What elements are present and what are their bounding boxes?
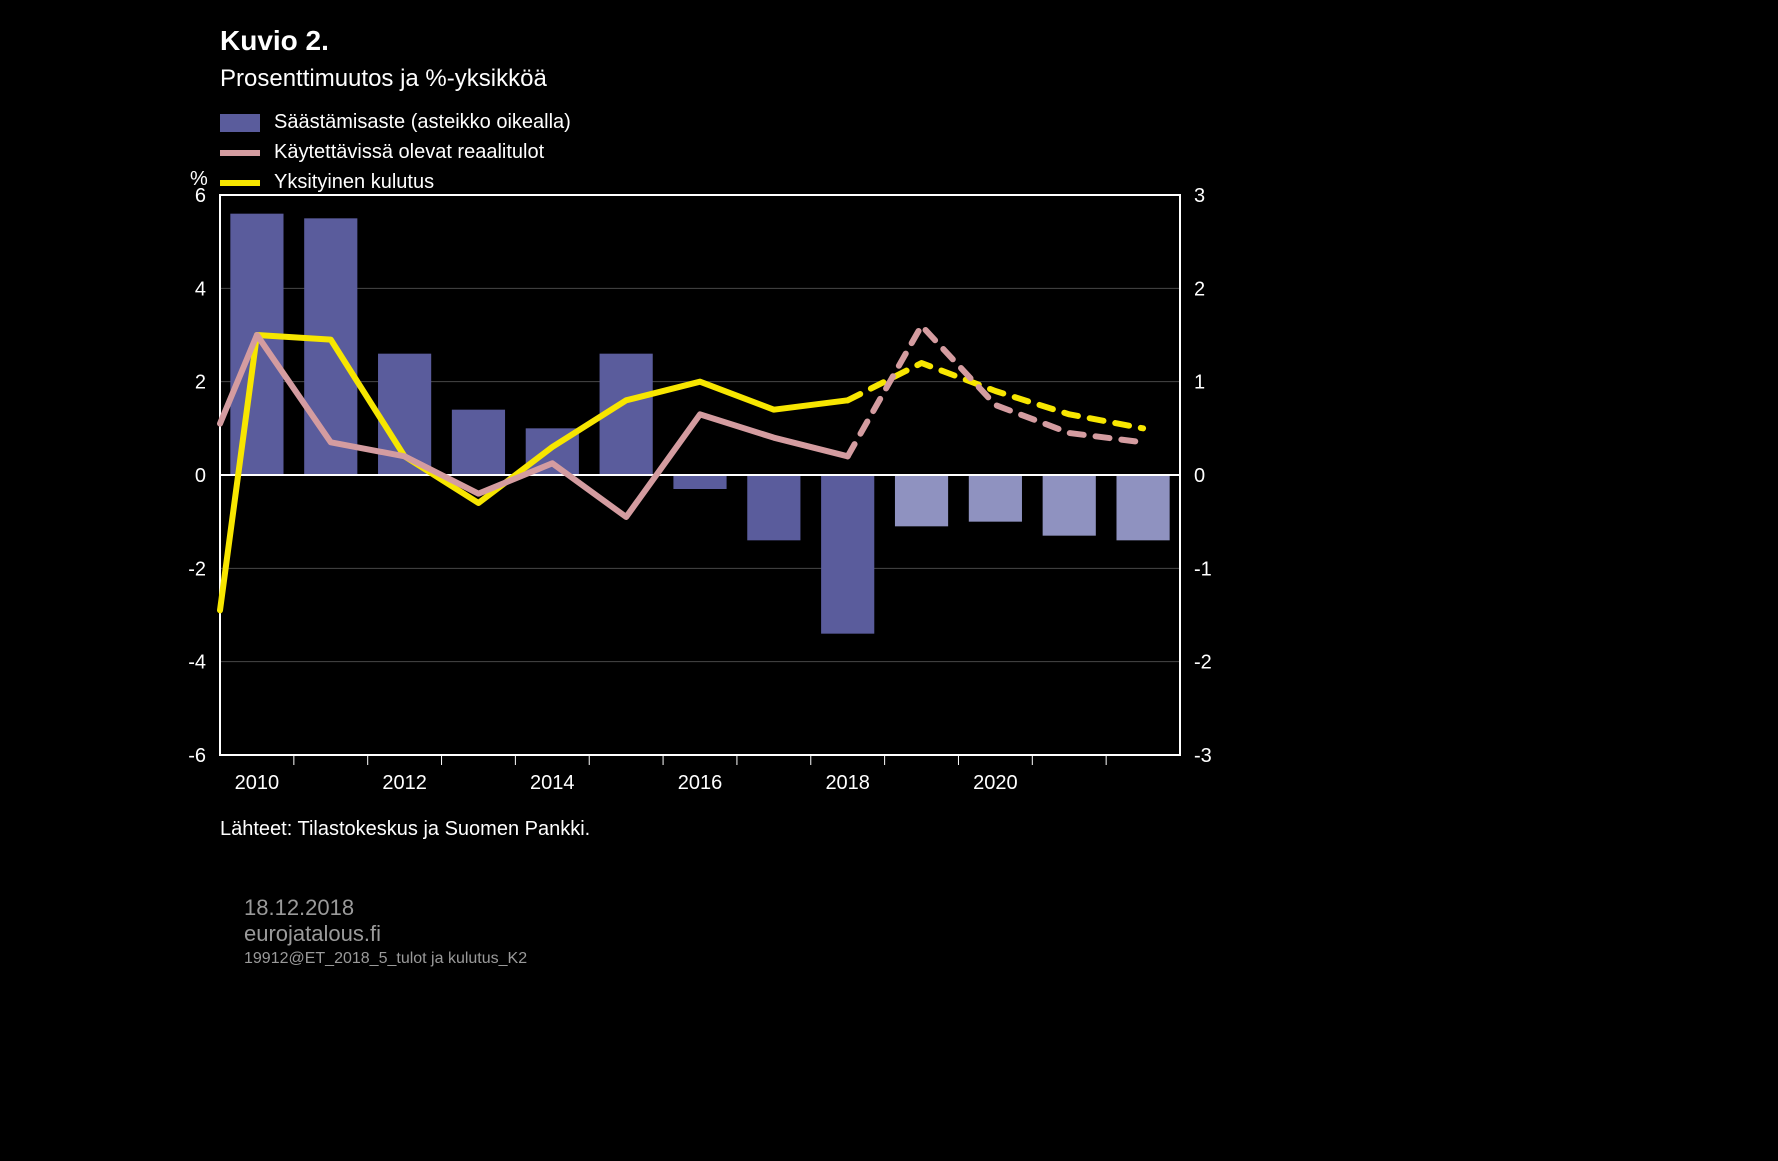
x-tick-label: 2020 — [973, 772, 1018, 794]
chart-source: Lähteet: Tilastokeskus ja Suomen Pankki. — [220, 818, 590, 840]
legend-label: Käytettävissä olevat reaalitulot — [274, 141, 545, 163]
y-left-unit: % — [190, 168, 208, 190]
x-tick-label: 2010 — [235, 772, 280, 794]
bar-forecast — [1116, 475, 1169, 540]
chart-title: Kuvio 2. — [220, 25, 329, 56]
legend-label: Säästämisaste (asteikko oikealla) — [274, 111, 571, 133]
y-tick-left: -4 — [188, 652, 206, 674]
footer-date: 18.12.2018 — [244, 895, 354, 920]
chart-svg: Kuvio 2. Prosenttimuutos ja %-yksikköä Sää… — [0, 0, 1778, 1161]
y-tick-left: 2 — [195, 372, 206, 394]
bar-actual — [747, 475, 800, 540]
bar-actual — [673, 475, 726, 489]
bar-actual — [304, 218, 357, 475]
bar-forecast — [895, 475, 948, 526]
x-tick-label: 2014 — [530, 772, 575, 794]
y-tick-right: -2 — [1194, 652, 1212, 674]
y-tick-right: -1 — [1194, 558, 1212, 580]
footer-code: 19912@ET_2018_5_tulot ja kulutus_K2 — [244, 950, 527, 967]
y-tick-right: 1 — [1194, 372, 1205, 394]
y-tick-left: -6 — [188, 745, 206, 767]
y-tick-right: -3 — [1194, 745, 1212, 767]
footer-site: eurojatalous.fi — [244, 921, 381, 946]
legend: Säästämisaste (asteikko oikealla) Käytett… — [220, 111, 571, 193]
y-tick-right: 2 — [1194, 278, 1205, 300]
legend-swatch-bar — [220, 114, 260, 132]
y-tick-left: 0 — [195, 465, 206, 487]
consumption-line-forecast — [848, 363, 1143, 428]
x-tick-label: 2012 — [382, 772, 427, 794]
bar-actual — [821, 475, 874, 634]
bar-forecast — [969, 475, 1022, 522]
x-tick-label: 2016 — [678, 772, 723, 794]
y-tick-left: 4 — [195, 278, 206, 300]
y-tick-right: 0 — [1194, 465, 1205, 487]
x-tick-label: 2018 — [825, 772, 870, 794]
bar-forecast — [1043, 475, 1096, 536]
legend-label: Yksityinen kulutus — [274, 171, 434, 193]
chart-root: Kuvio 2. Prosenttimuutos ja %-yksikköä Sää… — [0, 0, 1778, 1161]
y-tick-left: -2 — [188, 558, 206, 580]
chart-subtitle: Prosenttimuutos ja %-yksikköä — [220, 65, 547, 92]
bar-actual — [452, 410, 505, 475]
y-tick-right: 3 — [1194, 185, 1205, 207]
